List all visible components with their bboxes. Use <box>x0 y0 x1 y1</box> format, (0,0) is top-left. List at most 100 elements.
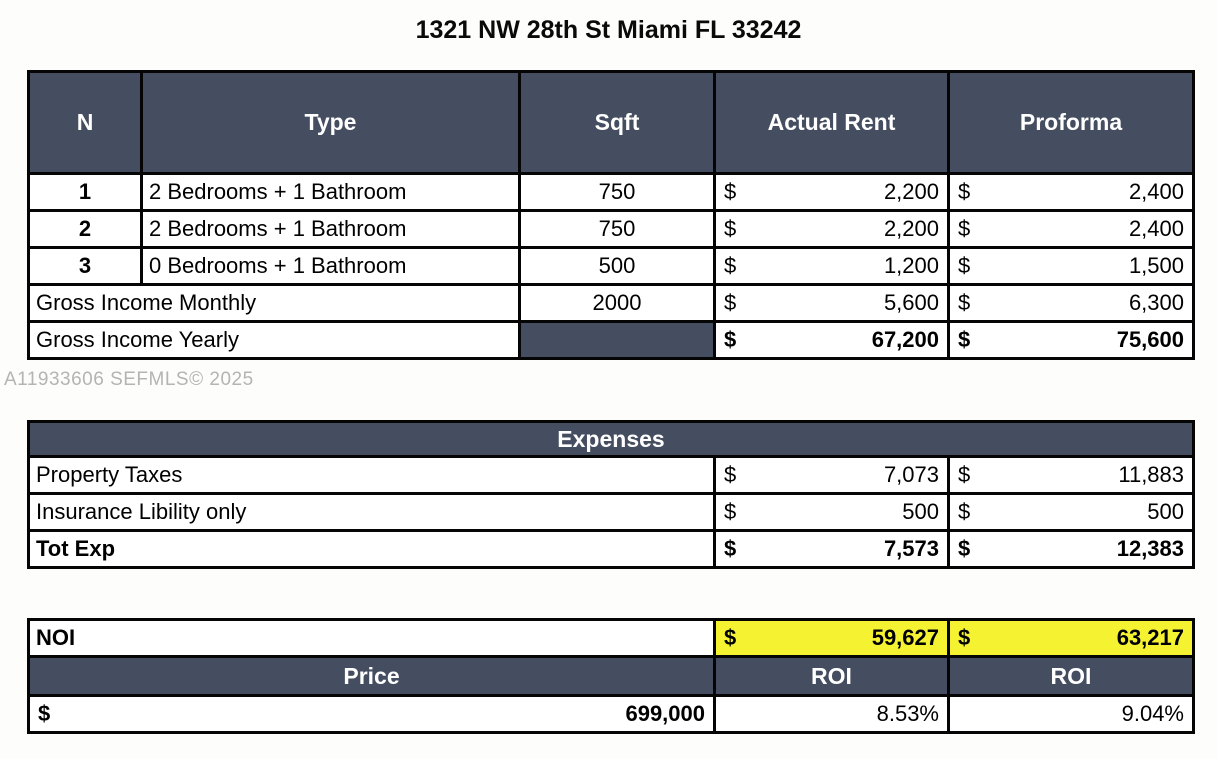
roi-header-proforma: ROI <box>947 655 1195 697</box>
unit-actual-rent: $2,200 <box>713 209 950 249</box>
unit-number: 2 <box>27 209 143 249</box>
total-expenses-actual: $7,573 <box>713 529 950 569</box>
expense-proforma: $11,883 <box>946 455 1196 495</box>
gross-income-monthly-row: Gross Income Monthly 2000 $5,600 $6,300 <box>27 283 1195 323</box>
expenses-table: Expenses Property Taxes $7,073 $11,883 I… <box>26 420 1196 569</box>
unit-sqft: 500 <box>518 246 716 286</box>
expense-label: Insurance Libility only <box>27 492 716 532</box>
unit-proforma: $2,400 <box>947 209 1195 249</box>
unit-proforma: $2,400 <box>947 172 1195 212</box>
unit-sqft: 750 <box>518 209 716 249</box>
gross-monthly-actual-value: 5,600 <box>883 290 939 315</box>
noi-label: NOI <box>27 618 716 658</box>
total-sqft: 2000 <box>518 283 716 323</box>
header-n: N <box>27 70 143 175</box>
currency-symbol: $ <box>724 179 737 204</box>
expense-actual-value: 7,073 <box>883 462 939 487</box>
currency-symbol: $ <box>958 625 971 650</box>
noi-proforma-highlighted: $63,217 <box>947 618 1195 658</box>
noi-actual-value: 59,627 <box>871 625 939 650</box>
noi-proforma-value: 63,217 <box>1116 625 1184 650</box>
total-expenses-label: Tot Exp <box>27 529 716 569</box>
header-sqft: Sqft <box>518 70 716 175</box>
gross-monthly-proforma: $6,300 <box>947 283 1195 323</box>
total-expenses-actual-value: 7,573 <box>883 536 939 561</box>
currency-symbol: $ <box>724 462 737 487</box>
gross-income-yearly-row: Gross Income Yearly $67,200 $75,600 <box>27 320 1195 360</box>
unit-type: 2 Bedrooms + 1 Bathroom <box>140 209 521 249</box>
expense-row-property-taxes: Property Taxes $7,073 $11,883 <box>27 455 1196 495</box>
unit-number: 1 <box>27 172 143 212</box>
unit-row-1: 1 2 Bedrooms + 1 Bathroom 750 $2,200 $2,… <box>27 172 1195 212</box>
property-address-title: 1321 NW 28th St Miami FL 33242 <box>415 16 802 44</box>
noi-actual-highlighted: $59,627 <box>713 618 950 658</box>
proforma-value: 2,400 <box>1128 216 1184 241</box>
header-proforma: Proforma <box>947 70 1195 175</box>
gross-monthly-actual: $5,600 <box>713 283 950 323</box>
gross-income-yearly-label: Gross Income Yearly <box>27 320 521 360</box>
unit-type: 2 Bedrooms + 1 Bathroom <box>140 172 521 212</box>
gross-yearly-actual: $67,200 <box>713 320 950 360</box>
unit-row-2: 2 2 Bedrooms + 1 Bathroom 750 $2,200 $2,… <box>27 209 1195 249</box>
expenses-header: Expenses <box>26 420 1196 458</box>
rent-roll-table: N Type Sqft Actual Rent Proforma 1 2 Bed… <box>27 70 1195 360</box>
currency-symbol: $ <box>958 216 971 241</box>
expense-actual-value: 500 <box>902 499 939 524</box>
currency-symbol: $ <box>958 499 971 524</box>
expense-proforma: $500 <box>946 492 1196 532</box>
currency-symbol: $ <box>38 701 51 726</box>
summary-table: NOI $59,627 $63,217 Price ROI ROI $699,0… <box>27 618 1195 734</box>
header-type: Type <box>140 70 521 175</box>
currency-symbol: $ <box>958 327 971 352</box>
actual-rent-value: 2,200 <box>883 179 939 204</box>
unit-row-3: 3 0 Bedrooms + 1 Bathroom 500 $1,200 $1,… <box>27 246 1195 286</box>
unit-proforma: $1,500 <box>947 246 1195 286</box>
gross-yearly-proforma-value: 75,600 <box>1116 327 1184 352</box>
expense-proforma-value: 11,883 <box>1118 462 1185 487</box>
gross-monthly-proforma-value: 6,300 <box>1128 290 1184 315</box>
header-actual-rent: Actual Rent <box>713 70 950 175</box>
price-roi-values-row: $699,000 8.53% 9.04% <box>27 694 1195 734</box>
price-header: Price <box>27 655 716 697</box>
gross-income-monthly-label: Gross Income Monthly <box>27 283 521 323</box>
price-cell: $699,000 <box>27 694 716 734</box>
currency-symbol: $ <box>724 327 737 352</box>
expense-actual: $7,073 <box>713 455 950 495</box>
unit-actual-rent: $2,200 <box>713 172 950 212</box>
total-expenses-proforma: $12,383 <box>946 529 1196 569</box>
gross-yearly-actual-value: 67,200 <box>871 327 939 352</box>
actual-rent-value: 2,200 <box>883 216 939 241</box>
currency-symbol: $ <box>958 253 971 278</box>
currency-symbol: $ <box>724 536 737 561</box>
roi-actual-cell: 8.53% <box>713 694 950 734</box>
noi-row: NOI $59,627 $63,217 <box>27 618 1195 658</box>
unit-sqft: 750 <box>518 172 716 212</box>
currency-symbol: $ <box>958 462 971 487</box>
currency-symbol: $ <box>724 216 737 241</box>
expense-actual: $500 <box>713 492 950 532</box>
mls-watermark: A11933606 SEFMLS© 2025 <box>4 369 254 390</box>
price-value: 699,000 <box>625 701 705 726</box>
expense-proforma-value: 500 <box>1147 499 1185 524</box>
currency-symbol: $ <box>958 290 971 315</box>
currency-symbol: $ <box>724 499 737 524</box>
currency-symbol: $ <box>958 179 971 204</box>
expenses-header-row: Expenses <box>26 420 1196 458</box>
roi-header-actual: ROI <box>713 655 950 697</box>
expense-row-total: Tot Exp $7,573 $12,383 <box>27 529 1196 569</box>
rent-header-row: N Type Sqft Actual Rent Proforma <box>27 70 1195 175</box>
expense-label: Property Taxes <box>27 455 716 495</box>
proforma-value: 1,500 <box>1128 253 1184 278</box>
unit-type: 0 Bedrooms + 1 Bathroom <box>140 246 521 286</box>
currency-symbol: $ <box>958 536 971 561</box>
expense-row-insurance: Insurance Libility only $500 $500 <box>27 492 1196 532</box>
unit-actual-rent: $1,200 <box>713 246 950 286</box>
price-roi-header-row: Price ROI ROI <box>27 655 1195 697</box>
filled-empty-cell <box>518 320 716 360</box>
currency-symbol: $ <box>724 253 737 278</box>
actual-rent-value: 1,200 <box>883 253 939 278</box>
total-expenses-proforma-value: 12,383 <box>1116 536 1185 561</box>
currency-symbol: $ <box>724 290 737 315</box>
unit-number: 3 <box>27 246 143 286</box>
